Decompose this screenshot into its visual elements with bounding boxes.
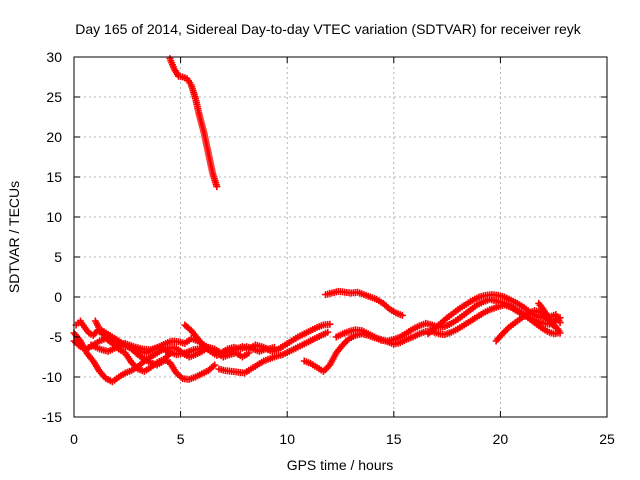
series-arc1	[166, 55, 221, 191]
chart-title: Day 165 of 2014, Sidereal Day-to-day VTE…	[75, 21, 581, 37]
data-point	[398, 311, 406, 319]
series-arc15	[87, 339, 206, 359]
data-point	[552, 323, 560, 331]
y-tick-label: -15	[42, 409, 62, 425]
data-point	[556, 314, 564, 322]
data-point	[211, 361, 219, 369]
series-arc10	[322, 287, 406, 319]
series-arc6	[181, 321, 278, 359]
y-tick-label: 20	[46, 129, 62, 145]
data-series	[70, 55, 564, 386]
x-tick-label: 5	[177, 431, 185, 447]
x-tick-label: 25	[599, 431, 615, 447]
y-tick-label: 15	[46, 169, 62, 185]
y-tick-label: 30	[46, 49, 62, 65]
plot-frame	[73, 56, 608, 418]
series-arc7	[215, 328, 332, 377]
tick-labels: 0 5 10 15 20 25 -15 -10 -5 0 5 10 15 20 25 30	[42, 49, 615, 447]
y-tick-label: 25	[46, 89, 62, 105]
y-tick-label: -5	[50, 329, 63, 345]
x-tick-label: 0	[70, 431, 78, 447]
axis-ticks	[73, 56, 608, 418]
data-point	[270, 343, 278, 351]
y-tick-label: 10	[46, 209, 62, 225]
series-arc14	[535, 299, 560, 331]
data-point	[324, 328, 332, 336]
data-point	[556, 329, 564, 337]
data-point	[198, 344, 206, 352]
y-tick-label: 5	[54, 249, 62, 265]
data-point	[326, 320, 334, 328]
x-axis-label: GPS time / hours	[287, 457, 394, 473]
series-arc5	[91, 317, 174, 369]
y-axis-label: SDTVAR / TECUs	[6, 181, 22, 293]
y-tick-label: -10	[42, 369, 62, 385]
x-tick-label: 15	[386, 431, 402, 447]
x-tick-label: 10	[279, 431, 295, 447]
x-tick-label: 20	[493, 431, 509, 447]
series-arc13	[488, 301, 564, 328]
y-tick-label: 0	[54, 289, 62, 305]
data-point	[213, 183, 221, 191]
